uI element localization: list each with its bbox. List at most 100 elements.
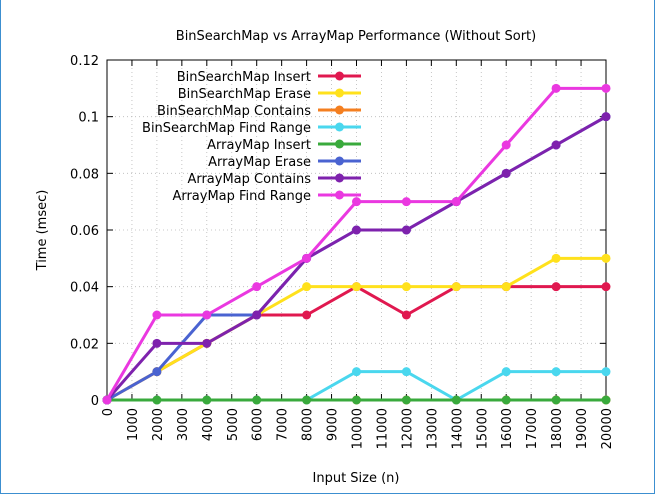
data-point (302, 253, 312, 263)
legend-label: BinSearchMap Erase (178, 87, 311, 102)
y-axis-title: Time (msec) (35, 190, 50, 272)
data-point (501, 168, 511, 178)
y-tick-label: 0.1 (78, 111, 99, 126)
legend-label: ArrayMap Insert (207, 138, 311, 153)
legend-marker (335, 173, 344, 183)
y-tick-label: 0.06 (70, 224, 99, 239)
legend-marker (335, 190, 344, 200)
x-tick-label: 2000 (151, 408, 166, 441)
legend-label: ArrayMap Contains (187, 172, 311, 187)
x-tick-label: 14000 (450, 408, 465, 449)
legend-item[interactable]: ArrayMap Insert (207, 138, 361, 153)
data-point (451, 282, 461, 292)
data-point (601, 83, 611, 93)
grid (107, 60, 606, 400)
data-point (401, 310, 411, 320)
axis-ticks: 0 1000 2000 3000 4000 5000 6000 7000 8000 9000 100… (70, 54, 615, 449)
legend-item[interactable]: BinSearchMap Insert (177, 70, 361, 85)
x-tick-label: 8000 (301, 408, 316, 441)
data-point (501, 395, 511, 405)
x-tick-label: 20000 (600, 408, 615, 449)
data-point (501, 282, 511, 292)
x-tick-label: 9000 (326, 408, 341, 441)
y-tick-label: 0.04 (70, 281, 99, 296)
x-tick-label: 7000 (276, 408, 291, 441)
y-tick-label: 0.02 (70, 337, 99, 352)
data-point (202, 310, 212, 320)
series-arraymap-insert (102, 395, 611, 405)
x-tick-label: 16000 (500, 408, 515, 449)
x-tick-label: 17000 (525, 408, 540, 449)
legend[interactable]: BinSearchMap Insert BinSearchMap Erase Bin… (142, 70, 361, 204)
data-point (202, 338, 212, 348)
data-point (551, 367, 561, 377)
data-point (302, 310, 312, 320)
data-point (202, 395, 212, 405)
series-lines (102, 83, 611, 405)
legend-marker (335, 122, 344, 132)
x-tick-label: 15000 (475, 408, 490, 449)
data-point (252, 282, 262, 292)
legend-marker (335, 156, 344, 166)
series-line (106, 256, 606, 402)
data-point (601, 112, 611, 122)
series-arraymap-find-range (102, 83, 611, 405)
x-tick-label: 3000 (176, 408, 191, 441)
x-tick-label: 13000 (425, 408, 440, 449)
data-point (102, 395, 112, 405)
legend-item[interactable]: BinSearchMap Erase (178, 87, 361, 102)
data-point (252, 395, 262, 405)
data-point (601, 367, 611, 377)
data-point (601, 395, 611, 405)
x-tick-label: 4000 (201, 408, 216, 441)
data-point (352, 395, 361, 405)
data-point (401, 282, 411, 292)
data-point (401, 225, 411, 235)
data-point (551, 140, 561, 150)
data-point (551, 253, 561, 263)
legend-marker (335, 105, 344, 115)
data-point (152, 395, 162, 405)
data-point (252, 310, 262, 320)
data-point (401, 367, 411, 377)
data-point (501, 140, 511, 150)
legend-item[interactable]: ArrayMap Contains (187, 172, 361, 187)
legend-marker (335, 88, 344, 98)
data-point (152, 310, 162, 320)
legend-item[interactable]: ArrayMap Find Range (172, 189, 361, 204)
x-tick-label: 10000 (351, 408, 366, 449)
y-tick-label: 0.08 (70, 167, 99, 182)
data-point (601, 282, 611, 292)
x-tick-label: 11000 (375, 408, 390, 449)
legend-item[interactable]: ArrayMap Erase (208, 155, 361, 170)
x-tick-label: 18000 (550, 408, 565, 449)
x-tick-label: 12000 (400, 408, 415, 449)
data-point (302, 282, 312, 292)
legend-label: ArrayMap Find Range (172, 189, 311, 204)
legend-label: ArrayMap Erase (208, 155, 311, 170)
data-point (352, 367, 361, 377)
legend-label: BinSearchMap Find Range (142, 121, 311, 136)
x-tick-label: 5000 (226, 408, 241, 441)
x-axis-title: Input Size (n) (313, 471, 400, 486)
x-tick-label: 6000 (251, 408, 266, 441)
data-point (551, 395, 561, 405)
legend-marker (335, 71, 344, 81)
data-point (152, 338, 162, 348)
data-point (451, 395, 461, 405)
x-tick-label: 1000 (126, 408, 141, 441)
data-point (401, 197, 411, 207)
x-tick-label: 0 (101, 408, 116, 416)
legend-item[interactable]: BinSearchMap Contains (157, 104, 361, 119)
legend-label: BinSearchMap Insert (177, 70, 311, 85)
legend-item[interactable]: BinSearchMap Find Range (142, 121, 361, 136)
legend-label: BinSearchMap Contains (157, 104, 311, 119)
data-point (451, 197, 461, 207)
data-point (152, 367, 162, 377)
data-point (352, 197, 361, 207)
y-tick-label: 0.12 (70, 54, 99, 69)
y-tick-label: 0 (91, 394, 99, 409)
data-point (601, 253, 611, 263)
data-point (501, 367, 511, 377)
